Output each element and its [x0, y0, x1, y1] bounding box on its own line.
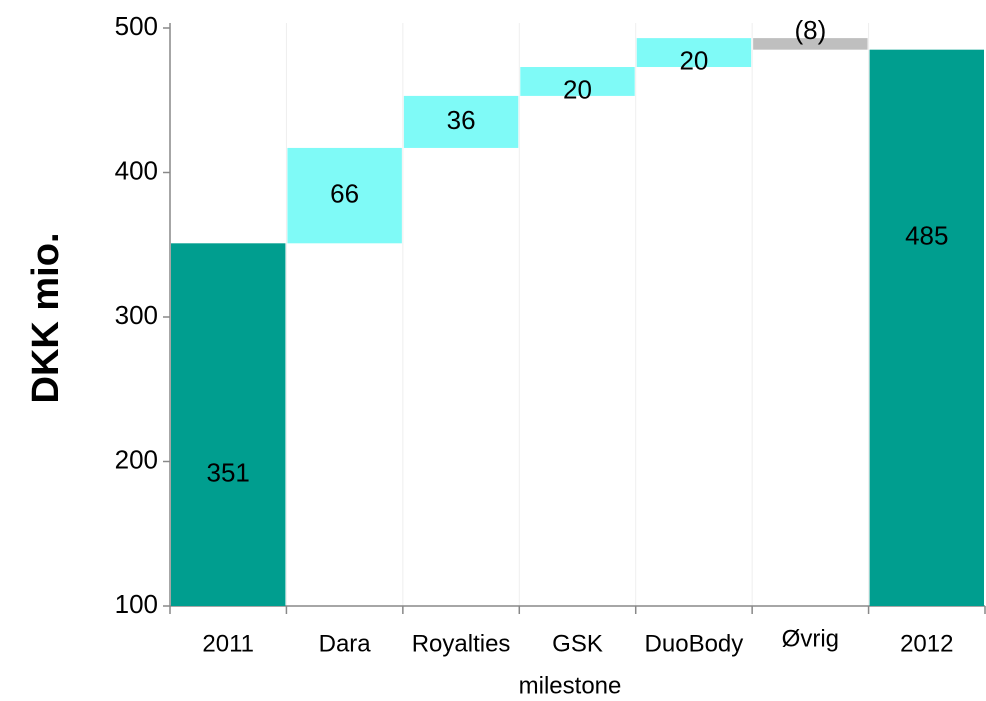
bar	[403, 95, 519, 148]
bar	[636, 38, 752, 68]
bar	[753, 38, 868, 50]
x-tick-label: DuoBody	[645, 630, 744, 657]
bar	[171, 243, 286, 606]
y-axis-label: DKK mio.	[25, 233, 67, 404]
x-tick-label: 2011	[202, 630, 254, 657]
x-tick-label: Dara	[319, 630, 372, 657]
x-axis-label: milestone	[519, 672, 622, 699]
value-label: 66	[330, 178, 359, 208]
y-tick-label: 500	[115, 11, 158, 41]
x-tick-label: Royalties	[412, 630, 511, 657]
y-tick-label: 400	[115, 155, 158, 185]
y-tick-label: 300	[115, 300, 158, 330]
value-label: 485	[905, 221, 948, 251]
value-label: (8)	[794, 15, 826, 45]
x-tick-label: GSK	[552, 630, 603, 657]
bar	[520, 67, 635, 96]
value-label: 20	[679, 45, 708, 75]
bar	[287, 147, 402, 244]
x-tick-label: Øvrig	[782, 625, 839, 652]
value-label: 36	[447, 105, 476, 135]
value-label: 20	[563, 74, 592, 104]
y-tick-label: 100	[115, 589, 158, 619]
value-label: 351	[207, 458, 250, 488]
x-tick-label: 2012	[900, 630, 953, 657]
bar	[869, 49, 984, 607]
y-tick-label: 200	[115, 444, 158, 474]
